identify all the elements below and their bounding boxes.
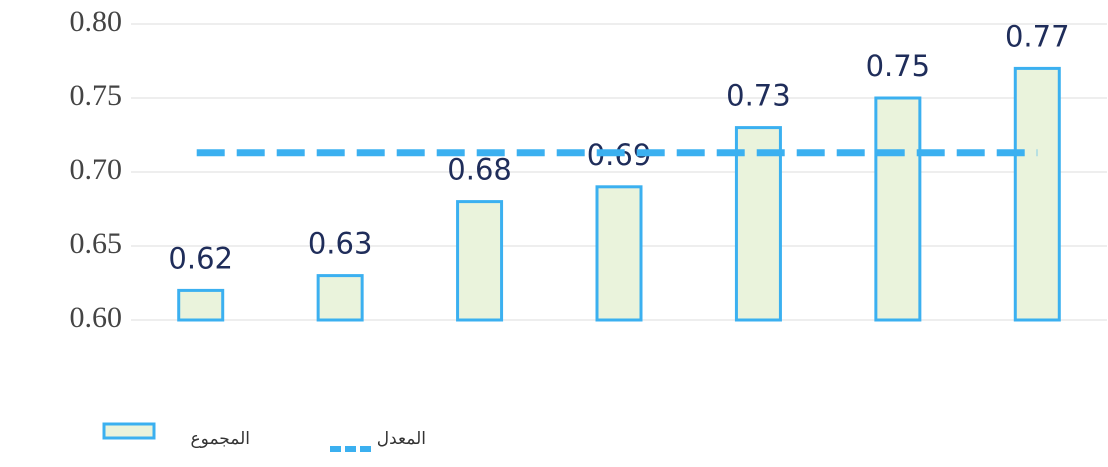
y-tick-label: 0.70 [70,153,123,186]
bar [595,185,643,322]
y-tick-label: 0.65 [70,227,123,260]
data-label: 0.68 [447,153,512,187]
y-tick-label: 0.80 [70,5,123,38]
y-tick-label: 0.75 [70,79,123,112]
legend-label: المجموع [191,429,250,449]
data-label: 0.73 [726,79,791,113]
y-tick-label: 0.60 [70,301,123,334]
data-label: 0.75 [866,49,931,83]
bar [316,274,364,322]
bar [456,200,504,322]
data-label: 0.62 [168,241,233,275]
bar [1013,66,1061,322]
bar [734,126,782,322]
bar [874,96,922,322]
bar [177,288,225,322]
legend-label: المعدل [377,429,426,449]
data-label: 0.63 [308,227,373,261]
data-label: 0.77 [1005,19,1070,53]
legend-swatch [102,422,156,440]
